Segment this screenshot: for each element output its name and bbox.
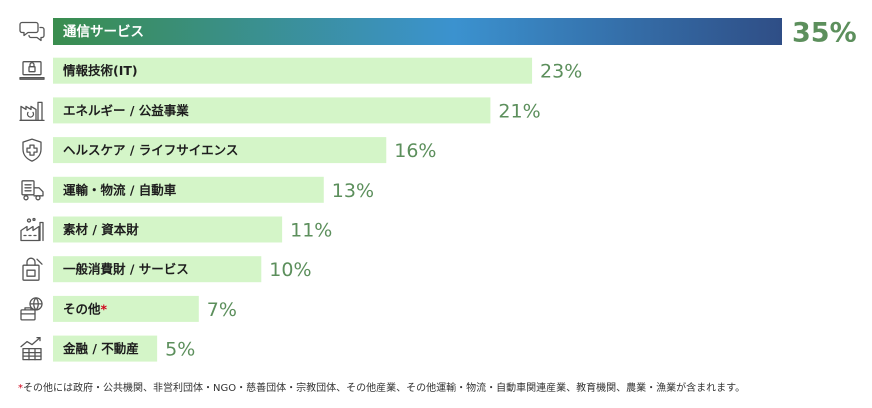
bar-7 <box>53 295 199 322</box>
value-label-5: 11% <box>290 220 332 242</box>
laptop-lock-icon <box>19 61 45 80</box>
icons-group <box>19 21 45 361</box>
category-label-5: 素材 / 資本財 <box>63 222 139 237</box>
bar-0 <box>53 18 782 45</box>
footnote: *その他には政府・公共機関、非営利団体・NGO・慈善団体・宗教団体、その他産業、… <box>18 379 745 394</box>
bar-2 <box>53 97 491 124</box>
category-label-0: 通信サービス <box>63 23 144 40</box>
value-label-0: 35% <box>792 18 857 49</box>
footnote-marker-inline: * <box>101 301 108 316</box>
category-label-6: 一般消費財 / サービス <box>63 262 189 277</box>
category-label-3: ヘルスケア / ライフサイエンス <box>63 143 238 158</box>
bars-group: 通信サービス 35% 情報技術(IT) 23% エネルギー / 公益事業 21% ヘルスケア… <box>53 18 857 362</box>
factory-icon <box>20 217 44 242</box>
value-label-8: 5% <box>165 339 195 361</box>
category-label-7: その他* <box>63 301 108 316</box>
bar-4 <box>53 176 324 203</box>
category-label-8: 金融 / 不動産 <box>62 341 139 356</box>
value-label-4: 13% <box>332 180 374 202</box>
value-label-2: 21% <box>498 100 540 122</box>
value-label-3: 16% <box>394 140 436 162</box>
value-label-6: 10% <box>269 259 311 281</box>
shopping-bag-icon <box>22 257 43 281</box>
truck-icon <box>21 180 44 201</box>
value-label-1: 23% <box>540 61 582 83</box>
globe-briefcase-icon <box>20 297 43 321</box>
category-label-2: エネルギー / 公益事業 <box>63 103 189 118</box>
power-plant-icon <box>19 101 45 122</box>
bar-8 <box>53 335 158 362</box>
footnote-text: その他には政府・公共機関、非営利団体・NGO・慈善団体・宗教団体、その他産業、そ… <box>23 383 746 394</box>
category-label-4: 運輸・物流 / 自動車 <box>63 182 177 197</box>
bar-1 <box>53 57 533 84</box>
bar-3 <box>53 137 387 164</box>
category-label-1: 情報技術(IT) <box>63 63 138 78</box>
footnote-marker: * <box>18 383 23 394</box>
medical-shield-icon <box>22 138 42 162</box>
finance-chart-icon <box>20 336 42 361</box>
bar-6 <box>53 256 262 283</box>
bar-5 <box>53 216 283 243</box>
chat-bubbles-icon <box>19 21 45 42</box>
value-label-7: 7% <box>207 299 237 321</box>
